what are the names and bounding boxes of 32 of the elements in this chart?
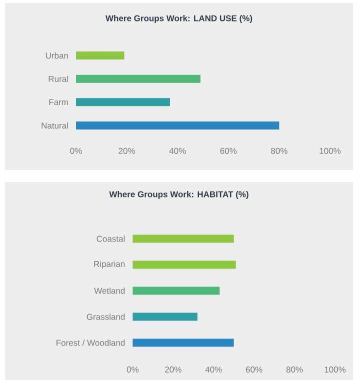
x-tick-label: 80% [271,148,288,154]
y-tick-label: Coastal [96,236,125,242]
x-tick-label: 60% [246,366,262,373]
y-tick-label: Rural [48,76,68,82]
x-tick-label: 20% [118,148,136,154]
x-tick-label: 0% [126,366,139,373]
bar [76,121,280,130]
bar [132,234,234,243]
x-tick-label: 100% [320,148,341,154]
x-tick-label: 40% [205,366,222,373]
bar [76,98,170,106]
bar [132,260,236,269]
y-tick-label: Natural [42,122,68,129]
chart-title: Where Groups Work: HABITAT (%) [109,191,248,199]
y-tick-label: Urban [46,52,68,59]
bar [132,338,234,347]
x-tick-label: 0% [70,148,82,154]
bar [132,312,198,321]
bar [76,51,124,60]
bar [132,286,220,295]
y-tick-label: Riparian [94,260,125,269]
x-tick-label: 60% [220,148,237,154]
chart-title: Where Groups Work: LAND USE (%) [106,15,252,23]
y-tick-label: Wetland [94,288,125,294]
y-tick-label: Grassland [86,314,125,320]
y-tick-label: Farm [49,99,68,106]
x-tick-label: 20% [165,366,182,373]
x-tick-label: 40% [169,148,186,154]
bar [76,74,200,83]
y-tick-label: Forest / Woodland [56,340,125,346]
x-tick-label: 80% [286,366,303,373]
x-tick-label: 100% [324,366,346,373]
